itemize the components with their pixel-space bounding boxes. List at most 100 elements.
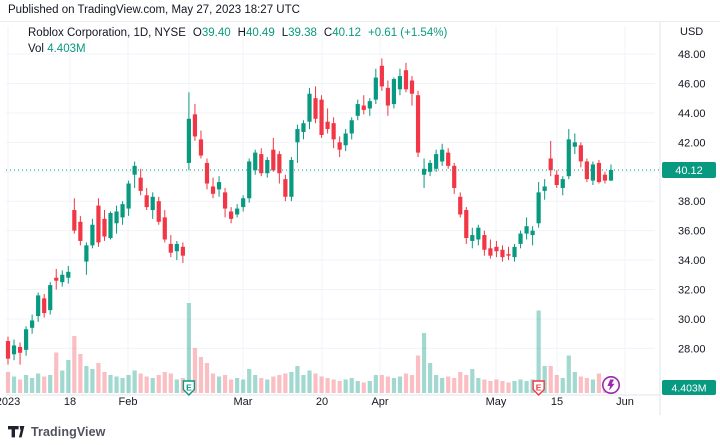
candle-body (476, 227, 481, 240)
power-stats-icon[interactable] (601, 375, 620, 394)
volume-bar (560, 378, 565, 393)
volume-bar (277, 375, 282, 393)
volume-bar (524, 381, 529, 393)
price-tick-label: 38.00 (678, 196, 706, 208)
candle-body (210, 186, 216, 194)
volume-bar (168, 373, 173, 393)
time-tick-label: Jun (616, 396, 634, 408)
volume-bar (590, 379, 596, 393)
candle-body (572, 142, 577, 147)
volume-bar (17, 379, 23, 393)
candle-body (446, 152, 451, 166)
candle-body (415, 95, 421, 153)
candle-body (96, 205, 101, 243)
price-tick-label: 44.00 (678, 108, 706, 120)
volume-bar (379, 375, 384, 393)
candle-body (277, 154, 282, 174)
volume-bar (482, 379, 487, 393)
candle-body (482, 235, 487, 250)
volume-bar (259, 378, 264, 393)
candle-body (548, 158, 553, 171)
volume-bar (361, 382, 366, 393)
candle-body (602, 174, 608, 181)
high-label: H (237, 27, 246, 39)
candle-body (259, 154, 264, 174)
volume-bar (548, 366, 553, 393)
candle-body (470, 235, 475, 241)
candle-body (434, 154, 439, 169)
volume-bar (60, 370, 65, 393)
volume-bar (144, 376, 149, 393)
candle-body (84, 245, 89, 262)
candle-body (409, 80, 415, 94)
candle-body (54, 277, 59, 281)
volume-bar (373, 375, 378, 393)
symbol-legend: Roblox Corporation, 1D, NYSE O39.40 H40.49… (28, 27, 447, 39)
volume-bar (192, 348, 198, 393)
candle-body (289, 159, 294, 197)
volume-bar (397, 376, 403, 393)
volume-bar (343, 379, 348, 393)
volume-bar (114, 376, 119, 393)
candle-body (421, 168, 427, 175)
volume-bar (241, 379, 246, 393)
volume-bar (289, 372, 294, 393)
volume-bar (222, 375, 228, 393)
volume-bar (578, 376, 583, 393)
candle-body (494, 246, 499, 252)
candle-body (222, 192, 228, 209)
volume-bar (30, 378, 35, 393)
earnings-icon[interactable]: E (532, 380, 545, 396)
volume-bar (253, 375, 258, 393)
volume-bar (536, 310, 541, 393)
volume-bar (265, 379, 270, 393)
volume-bar (385, 376, 390, 393)
volume-bar (325, 378, 330, 393)
candle-body (325, 121, 330, 130)
close-value: 40.12 (332, 27, 361, 39)
volume-bar (313, 373, 318, 393)
svg-text:4.403M: 4.403M (671, 383, 706, 395)
candle-body (174, 243, 179, 252)
volume-bar (66, 360, 71, 393)
candle-body (488, 248, 493, 256)
currency-label: USD (680, 26, 703, 38)
volume-bar (48, 375, 53, 393)
volume-bar (452, 378, 457, 393)
candle-body (216, 182, 222, 190)
time-tick-label: 15 (551, 396, 563, 408)
volume-bar (554, 375, 559, 393)
volume-bar (506, 382, 511, 393)
volume-bar (72, 336, 77, 393)
volume-bar (391, 378, 397, 393)
candle-body (204, 162, 210, 184)
last-price-badge (662, 161, 716, 178)
symbol-title[interactable]: Roblox Corporation, 1D, NYSE (28, 27, 186, 39)
volume-bar (403, 373, 409, 393)
time-tick-label: Feb (119, 396, 138, 408)
volume-bar (415, 355, 421, 393)
volume-bar (271, 376, 276, 393)
candle-body (48, 285, 53, 311)
volume-bar (434, 375, 439, 393)
price-tick-label: 32.00 (678, 285, 706, 297)
volume-bar (500, 381, 505, 393)
published-line: Published on TradingView.com, May 27, 20… (8, 4, 300, 16)
time-tick-label: 18 (64, 396, 76, 408)
candle-body (506, 254, 511, 256)
volume-bar (54, 352, 59, 393)
earnings-icon[interactable]: E (182, 380, 196, 396)
candle-body (60, 274, 65, 283)
volume-bar (229, 379, 234, 393)
price-tick-label: 36.00 (678, 226, 706, 238)
candle-body (428, 162, 433, 172)
volume-bar (162, 372, 167, 393)
tradingview-attribution[interactable]: TradingView (8, 425, 106, 439)
volume-bar (518, 379, 523, 393)
candle-body (512, 246, 517, 258)
volume-bar (156, 375, 161, 393)
candle-body (36, 295, 41, 317)
volume-bar (84, 366, 89, 393)
